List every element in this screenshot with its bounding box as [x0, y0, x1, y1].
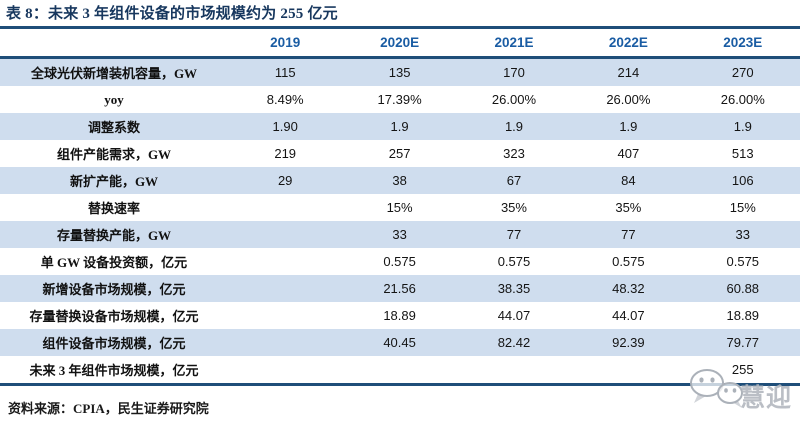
- cell-value: 106: [731, 173, 754, 188]
- cell-value: 26.00%: [606, 92, 651, 107]
- table-row: 替换速率 15% 35% 35% 15%: [0, 194, 800, 221]
- cell-value: 40.45: [383, 335, 416, 350]
- cell-value: 92.39: [612, 335, 645, 350]
- table-row: 调整系数 1.90 1.9 1.9 1.9 1.9: [0, 113, 800, 140]
- source-note: 资料来源：CPIA，民生证券研究院: [8, 401, 209, 416]
- cell-value: [342, 356, 456, 385]
- cell-value: 17.39%: [377, 92, 422, 107]
- cell-value: 8.49%: [266, 92, 304, 107]
- year-column-header: 2019: [228, 27, 343, 59]
- table-header-row: 2019 2020E 2021E 2022E 2023E: [0, 27, 800, 59]
- row-label: 单 GW 设备投资额，亿元: [40, 255, 188, 270]
- table-row: 存量替换产能，GW 33 77 77 33: [0, 221, 800, 248]
- cell-value: 35%: [615, 200, 642, 215]
- row-label: 存量替换设备市场规模，亿元: [29, 309, 199, 324]
- cell-value: 170: [503, 65, 525, 80]
- table-row: 组件设备市场规模，亿元 40.45 82.42 92.39 79.77: [0, 329, 800, 356]
- cell-value: 219: [274, 146, 297, 161]
- cell-value: 60.88: [726, 281, 760, 296]
- row-label: 存量替换产能，GW: [56, 228, 172, 243]
- table-row: 全球光伏新增装机容量，GW 115 135 170 214 270: [0, 57, 800, 86]
- cell-value: 257: [388, 146, 411, 161]
- cell-value: [228, 194, 342, 221]
- year-column-header: 2023E: [685, 27, 800, 59]
- year-column-header: 2021E: [456, 27, 572, 59]
- cell-value: 82.42: [497, 335, 531, 350]
- cell-value: 15%: [386, 200, 413, 215]
- cell-value: 21.56: [383, 281, 416, 296]
- table-title: 表 8：未来 3 年组件设备的市场规模约为 255 亿元: [6, 6, 338, 22]
- cell-value: 29: [277, 173, 293, 188]
- cell-value: 35%: [500, 200, 527, 215]
- year-column-header: 2022E: [571, 27, 686, 59]
- row-label-header: [0, 27, 228, 59]
- forecast-table: 2019 2020E 2021E 2022E 2023E 全球光伏新增装机容量，GW 11…: [0, 26, 800, 386]
- cell-value: 33: [392, 227, 407, 242]
- cell-value: 0.575: [383, 254, 416, 269]
- cell-value: [228, 302, 342, 329]
- cell-value: 135: [388, 65, 411, 80]
- cell-value: [457, 356, 571, 385]
- cell-value: 115: [274, 65, 296, 80]
- cell-value: 323: [503, 146, 525, 161]
- cell-value: 77: [506, 227, 522, 242]
- cell-value: 84: [621, 173, 636, 188]
- cell-value: [571, 356, 685, 385]
- cell-value: [228, 275, 342, 302]
- row-label: 未来 3 年组件市场规模，亿元: [29, 363, 199, 378]
- row-label: 组件产能需求，GW: [56, 147, 172, 162]
- row-label: 全球光伏新增装机容量，GW: [30, 66, 198, 81]
- year-column-header: 2020E: [342, 27, 457, 59]
- cell-value: [228, 329, 342, 356]
- cell-value: 0.575: [726, 254, 760, 269]
- cell-value: 18.89: [726, 308, 760, 323]
- table-body: 全球光伏新增装机容量，GW 115 135 170 214 270 yoy 8.49% 17.3…: [0, 57, 800, 385]
- cell-value: 18.89: [383, 308, 416, 323]
- cell-value: 15%: [729, 200, 756, 215]
- row-label: 组件设备市场规模，亿元: [42, 336, 186, 351]
- row-label: yoy: [104, 91, 124, 107]
- cell-value: 0.575: [497, 254, 531, 269]
- table-row: 存量替换设备市场规模，亿元 18.89 44.07 44.07 18.89: [0, 302, 800, 329]
- cell-value: 77: [621, 227, 636, 242]
- table-row: yoy 8.49% 17.39% 26.00% 26.00% 26.00%: [0, 86, 800, 113]
- cell-value: 0.575: [612, 254, 645, 269]
- table-row: 未来 3 年组件市场规模，亿元 255: [0, 356, 800, 385]
- cell-value: 38: [392, 173, 407, 188]
- row-label: 替换速率: [87, 201, 140, 216]
- row-label: 新扩产能，GW: [69, 174, 159, 189]
- row-label: 调整系数: [87, 120, 140, 135]
- row-label: 新增设备市场规模，亿元: [42, 282, 186, 297]
- cell-value: 1.90: [272, 119, 298, 134]
- cell-value: 1.9: [733, 119, 752, 134]
- cell-value: 513: [731, 146, 754, 161]
- cell-value: 270: [731, 65, 754, 80]
- cell-value: 255: [731, 362, 754, 377]
- cell-value: 26.00%: [491, 92, 537, 107]
- table-row: 单 GW 设备投资额，亿元 0.575 0.575 0.575 0.575: [0, 248, 800, 275]
- cell-value: 79.77: [726, 335, 760, 350]
- cell-value: 1.9: [619, 119, 638, 134]
- cell-value: 48.32: [612, 281, 645, 296]
- cell-value: [228, 356, 342, 385]
- cell-value: 67: [506, 173, 522, 188]
- cell-value: 407: [617, 146, 640, 161]
- table-row: 新扩产能，GW 29 38 67 84 106: [0, 167, 800, 194]
- table-row: 新增设备市场规模，亿元 21.56 38.35 48.32 60.88: [0, 275, 800, 302]
- cell-value: 1.9: [504, 119, 524, 134]
- cell-value: 38.35: [497, 281, 531, 296]
- table-row: 组件产能需求，GW 219 257 323 407 513: [0, 140, 800, 167]
- cell-value: 1.9: [390, 119, 409, 134]
- cell-value: 44.07: [497, 308, 531, 323]
- cell-value: 214: [617, 65, 640, 80]
- cell-value: 44.07: [612, 308, 645, 323]
- cell-value: 33: [735, 227, 751, 242]
- cell-value: [228, 248, 342, 275]
- cell-value: [228, 221, 342, 248]
- cell-value: 26.00%: [720, 92, 765, 107]
